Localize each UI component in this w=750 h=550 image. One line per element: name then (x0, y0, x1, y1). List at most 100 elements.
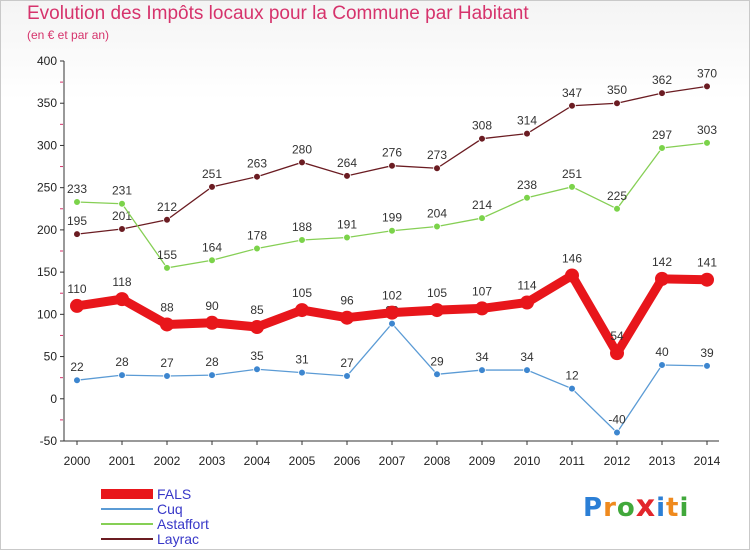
x-tick-label: 2013 (649, 454, 676, 468)
data-point-layrac (388, 161, 396, 170)
legend-swatch-astaffort (101, 522, 153, 525)
logo-letter: P (583, 493, 604, 523)
data-point-fals (475, 301, 489, 316)
data-point-cuq (613, 428, 621, 437)
data-label-fals: 142 (652, 255, 672, 269)
data-point-fals (565, 268, 579, 283)
data-label-astaffort: 164 (202, 240, 222, 254)
data-label-fals: 96 (340, 294, 354, 308)
data-label-cuq: 34 (475, 350, 489, 364)
proxiti-logo: Proxiti (583, 489, 689, 524)
data-point-astaffort (433, 222, 441, 231)
data-point-layrac (298, 158, 306, 167)
data-label-astaffort: 191 (337, 217, 357, 231)
x-tick-label: 2011 (559, 454, 585, 468)
data-point-layrac (703, 82, 711, 91)
data-point-astaffort (388, 226, 396, 235)
data-point-cuq (73, 376, 81, 385)
data-point-layrac (568, 101, 576, 110)
data-point-fals (430, 303, 444, 318)
data-point-cuq (343, 372, 351, 380)
data-point-cuq (523, 366, 531, 374)
x-tick-label: 2000 (64, 454, 91, 468)
data-point-cuq (658, 361, 666, 369)
data-label-layrac: 314 (517, 114, 537, 128)
data-point-cuq (253, 365, 261, 374)
data-label-fals: 102 (382, 289, 402, 303)
data-point-cuq (388, 319, 396, 328)
legend-swatch-layrac (101, 537, 153, 540)
chart-subtitle: (en € et par an) (27, 28, 110, 42)
data-label-fals: 118 (112, 275, 131, 289)
data-point-layrac (118, 225, 126, 233)
data-point-fals (250, 320, 264, 334)
data-label-astaffort: 225 (607, 189, 627, 203)
data-label-fals: 146 (562, 251, 582, 265)
data-point-fals (295, 303, 309, 318)
x-tick-label: 2004 (244, 454, 271, 468)
legend-label-astaffort: Astaffort (157, 515, 209, 532)
x-tick-label: 2005 (289, 454, 316, 468)
data-point-astaffort (568, 183, 576, 191)
data-label-layrac: 362 (652, 73, 672, 87)
data-point-fals (385, 305, 399, 320)
data-point-astaffort (343, 233, 351, 242)
x-tick-label: 2008 (424, 454, 451, 468)
x-tick-label: 2001 (109, 454, 136, 468)
data-point-astaffort (703, 139, 711, 147)
data-point-layrac (523, 129, 531, 138)
data-point-astaffort (478, 214, 486, 222)
x-tick-label: 2010 (514, 454, 541, 468)
data-point-astaffort (613, 204, 621, 213)
data-point-fals (115, 292, 129, 307)
data-label-layrac: 280 (292, 142, 312, 156)
data-label-cuq: 39 (700, 346, 714, 360)
data-label-cuq: 12 (565, 369, 579, 383)
legend-label-layrac: Layrac (157, 530, 200, 547)
data-label-cuq: 28 (205, 355, 219, 369)
x-tick-label: 2006 (334, 454, 361, 468)
data-point-fals (340, 310, 354, 325)
data-label-cuq: 29 (430, 354, 444, 368)
data-label-cuq: 31 (295, 353, 309, 367)
data-label-fals: 110 (67, 282, 86, 296)
data-point-layrac (478, 134, 486, 143)
data-label-fals: 105 (427, 286, 447, 300)
data-point-layrac (613, 99, 621, 108)
data-label-layrac: 273 (427, 148, 447, 162)
data-point-fals (160, 317, 174, 332)
logo-letter: x (635, 489, 657, 524)
data-label-cuq: 27 (340, 356, 354, 370)
x-tick-label: 2003 (199, 454, 226, 468)
legend-item-astaffort: Astaffort (101, 515, 209, 532)
data-label-astaffort: 199 (382, 211, 402, 225)
data-point-fals (700, 272, 714, 287)
data-point-layrac (208, 183, 216, 191)
data-point-layrac (73, 230, 81, 238)
data-label-fals: 141 (697, 256, 717, 270)
x-tick-label: 2014 (694, 454, 721, 468)
y-tick-label: 0 (50, 392, 57, 406)
data-point-layrac (253, 172, 261, 181)
data-label-fals: 105 (292, 286, 312, 300)
data-label-layrac: 212 (157, 200, 177, 214)
data-point-fals (655, 271, 669, 286)
legend-item-layrac: Layrac (101, 530, 209, 547)
data-point-astaffort (73, 198, 81, 206)
data-label-fals: 107 (472, 284, 492, 298)
data-point-astaffort (163, 264, 171, 272)
data-label-layrac: 308 (472, 119, 492, 133)
data-label-fals: 88 (160, 300, 174, 314)
data-label-astaffort: 233 (67, 182, 87, 196)
y-tick-label: 350 (37, 96, 57, 110)
data-point-cuq (163, 372, 171, 380)
data-point-astaffort (118, 199, 126, 208)
x-tick-label: 2012 (604, 454, 631, 468)
data-point-layrac (343, 172, 351, 180)
legend-label-fals: FALS (157, 485, 192, 502)
data-point-cuq (208, 371, 216, 379)
data-label-cuq: 27 (160, 356, 174, 370)
data-label-layrac: 276 (382, 146, 402, 160)
data-label-layrac: 201 (112, 209, 132, 223)
